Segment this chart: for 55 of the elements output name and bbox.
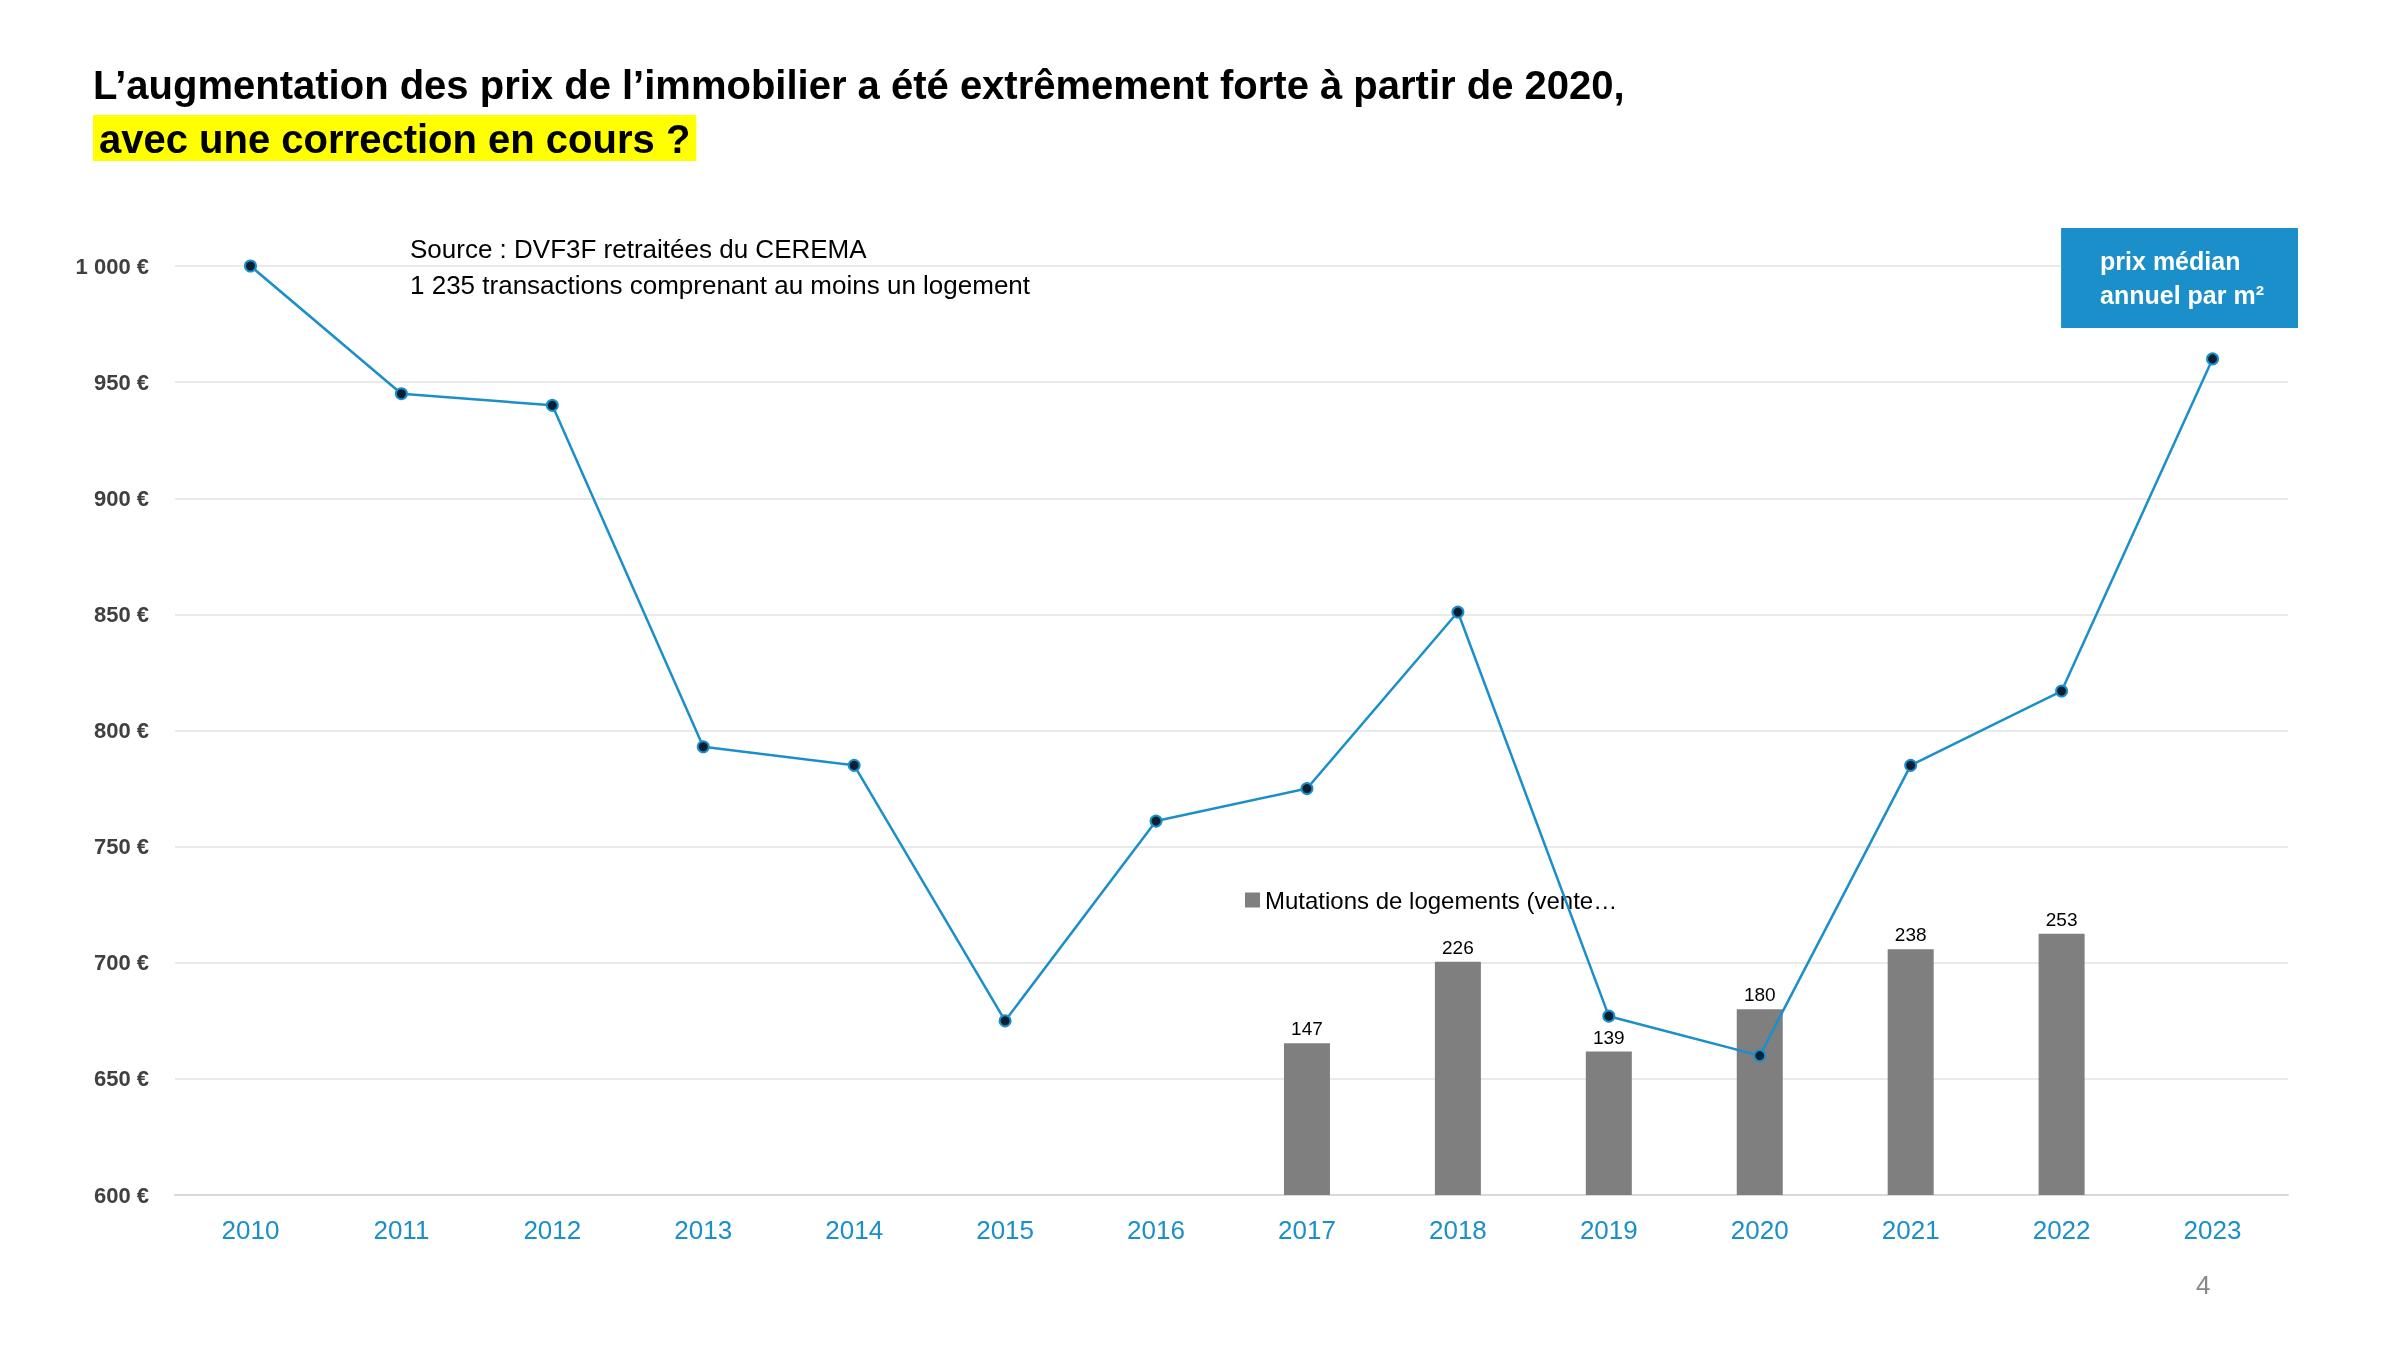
point — [394, 387, 408, 401]
point — [1149, 814, 1163, 828]
point — [2055, 684, 2069, 698]
y-tick-label: 600 € — [93, 1182, 149, 1208]
text: prix médian annuel par m² — [2100, 247, 2265, 309]
data-label: 238 — [1894, 924, 1927, 946]
x-tick-label: 2017 — [1278, 1215, 1336, 1245]
bar — [1887, 949, 1934, 1195]
bar — [1434, 961, 1481, 1195]
point — [1300, 782, 1314, 796]
x-tick-label: 2019 — [1579, 1215, 1638, 1245]
source-note: Source : DVF3F retraitées du CEREMA — [410, 234, 868, 264]
x-tick-label: 2014 — [825, 1215, 884, 1245]
text: 4 — [2196, 1270, 2211, 1300]
y-tick-label: 950 € — [93, 369, 149, 395]
data-label: 147 — [1291, 1018, 1323, 1040]
point — [1602, 1009, 1616, 1023]
point — [847, 758, 861, 772]
annotation: 1 235 transactions comprenant au moins un logement — [410, 270, 1031, 300]
bar — [1283, 1043, 1330, 1195]
point — [998, 1014, 1012, 1028]
y-tick-label: 700 € — [93, 950, 149, 976]
x-tick-label: 2010 — [221, 1215, 280, 1245]
point — [1451, 605, 1465, 619]
x-tick-label: 2011 — [373, 1215, 430, 1245]
y-tick-label: 650 € — [93, 1066, 149, 1092]
x-tick-label: 2013 — [674, 1215, 733, 1245]
y-tick-label: 750 € — [93, 834, 149, 860]
point — [2206, 352, 2220, 366]
chart-title: L’augmentation des prix de l’immobilier a été extrêmement forte à partir de 2020, — [93, 63, 1625, 107]
point — [243, 259, 257, 273]
y-tick-label: 850 € — [93, 601, 149, 627]
x-tick-label: 2021 — [1881, 1215, 1940, 1245]
x-tick-label: 2012 — [523, 1215, 582, 1245]
x-tick-label: 2022 — [2032, 1215, 2091, 1245]
point — [696, 740, 710, 754]
data-label: 253 — [2045, 908, 2078, 930]
y-tick-label: 800 € — [93, 718, 149, 743]
bar — [1585, 1051, 1632, 1195]
point — [545, 398, 559, 412]
x-tick-label: 2015 — [976, 1215, 1035, 1245]
x-tick-label: 2016 — [1127, 1215, 1185, 1245]
x-tick-label: 2020 — [1730, 1215, 1789, 1245]
chart-subtitle: avec une correction en cours ? — [99, 117, 691, 161]
y-tick-label: 1 000 € — [75, 253, 149, 279]
bar — [1736, 1009, 1783, 1195]
x-tick-label: 2018 — [1428, 1215, 1487, 1245]
point — [1904, 758, 1918, 772]
point — [1753, 1049, 1767, 1063]
data-label: 226 — [1442, 936, 1474, 958]
data-label: 139 — [1592, 1026, 1625, 1048]
x-tick-label: 2023 — [2183, 1215, 2242, 1245]
y-tick-label: 900 € — [93, 485, 149, 511]
bar — [2038, 933, 2085, 1195]
data-label: 180 — [1743, 984, 1776, 1006]
